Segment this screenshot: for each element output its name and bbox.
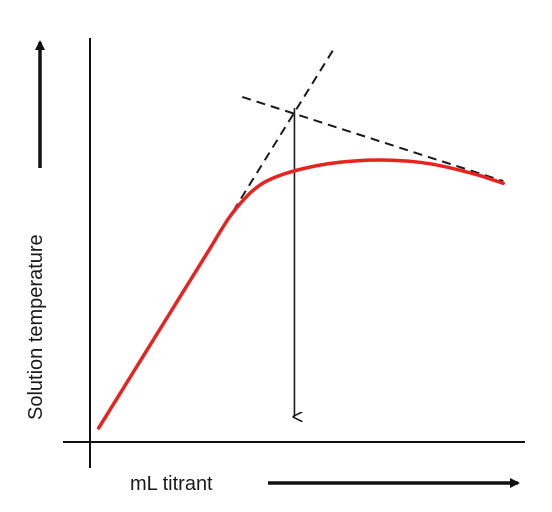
annotations-layer bbox=[97, 48, 504, 429]
tangent-dashed-line-2 bbox=[241, 95, 504, 183]
y-axis-label: Solution temperature bbox=[25, 234, 47, 420]
x-axis-label: mL titrant bbox=[130, 473, 213, 495]
temperature-curve-line bbox=[96, 158, 505, 430]
series-layer bbox=[96, 158, 505, 430]
